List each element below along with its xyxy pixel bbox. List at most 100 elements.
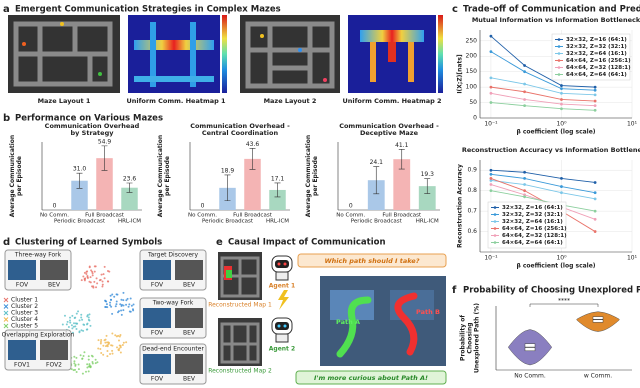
embedding-point	[69, 321, 72, 324]
embedding-point	[116, 293, 119, 296]
embedding-point	[82, 329, 85, 332]
embedding-point	[106, 355, 109, 358]
embedding-point	[125, 341, 128, 344]
embedding-point	[69, 316, 72, 319]
panel-label: c	[452, 4, 458, 15]
value-label: 0	[201, 203, 205, 210]
legend-label: 32×32, Z=16 (64:1)	[502, 205, 563, 211]
series-point	[523, 177, 526, 180]
x-tick-label: HRL-ICM	[266, 219, 289, 225]
series-point	[489, 189, 493, 193]
legend-label: 64×64, Z=16 (256:1)	[502, 226, 567, 232]
embedding-point	[106, 270, 109, 273]
series-point	[593, 99, 597, 103]
view-label: BEV	[183, 330, 196, 337]
legend-label: Cluster 1	[11, 297, 38, 304]
embedding-point	[118, 335, 121, 338]
embedding-point	[121, 344, 124, 347]
x-tick-label: Full Broadcast	[382, 213, 422, 219]
panel-title: Performance on Various Mazes	[15, 114, 163, 124]
embedding-point	[80, 313, 83, 316]
embedding-point	[75, 328, 78, 331]
embedding-point	[74, 325, 77, 328]
chart-title: Central Coordination	[202, 129, 279, 137]
legend-label: 64×64, Z=64 (64:1)	[566, 72, 627, 78]
snapshot-title: Two-way Fork	[152, 300, 194, 307]
embedding-point	[103, 277, 106, 280]
question-text: Which path should I take?	[325, 257, 420, 265]
panel-title: Clustering of Learned Symbols	[15, 238, 162, 248]
legend-box	[551, 33, 631, 81]
embedding-point	[110, 305, 113, 308]
value-label: 19.3	[421, 171, 435, 178]
embedding-point	[88, 363, 91, 366]
y-axis-label: Average Communication	[157, 135, 164, 217]
embedding-point	[81, 372, 84, 375]
y-tick-label: 100	[466, 84, 478, 91]
chart-title: Probability of Choosing Unexplored Path	[463, 286, 640, 296]
snapshot-title: Dead-end Encounter	[142, 346, 204, 353]
embedding-point	[86, 366, 89, 369]
series-point	[593, 230, 597, 233]
embedding-point	[119, 333, 122, 336]
embedding-point	[68, 319, 71, 322]
series-point	[489, 76, 493, 80]
embedding-point	[115, 303, 118, 306]
path-label: Path B	[416, 308, 440, 316]
answer-text: I'm more curious about Path A!	[314, 374, 428, 382]
embedding-point	[114, 334, 117, 337]
series-line	[490, 86, 596, 102]
embedding-point	[109, 294, 112, 297]
snapshot-view	[8, 340, 36, 360]
y-tick-label: 250	[466, 37, 478, 44]
embedding-point	[89, 281, 92, 284]
embedding-point	[119, 303, 122, 306]
x-tick-label: No Comm.	[514, 373, 546, 380]
embedding-point	[87, 316, 90, 319]
embedding-point	[98, 279, 101, 282]
embedding-point	[111, 344, 114, 347]
embedding-point	[109, 304, 112, 307]
y-axis-label: Reconstruction Accuracy	[457, 164, 464, 248]
series-point	[593, 104, 597, 108]
embedding-point	[89, 365, 92, 368]
embedding-point	[122, 291, 125, 294]
series-point	[523, 104, 526, 108]
embedding-point	[129, 297, 132, 300]
error-bar	[373, 166, 380, 195]
embedding-point	[102, 353, 105, 356]
error-bar	[224, 174, 231, 202]
embedding-point	[83, 323, 86, 326]
error-bar	[76, 172, 83, 189]
series-point	[489, 177, 493, 180]
panel-label: f	[452, 285, 457, 296]
y-axis-label: per Episode	[16, 156, 23, 196]
embedding-point	[111, 293, 114, 296]
embedding-point	[86, 363, 89, 366]
embedding-point	[80, 279, 83, 282]
legend-swatch	[557, 52, 561, 55]
agent-label: Agent 2	[269, 346, 295, 353]
view-label: BEV	[48, 282, 61, 289]
series-point	[489, 50, 493, 54]
embedding-point	[87, 355, 90, 358]
y-tick-label: 150	[466, 68, 478, 75]
embedding-point	[71, 327, 74, 330]
legend-swatch	[493, 220, 497, 223]
embedding-point	[92, 286, 95, 289]
embedding-point	[120, 309, 123, 312]
legend-swatch	[557, 66, 561, 69]
embedding-point	[125, 303, 128, 306]
legend-label: Cluster 5	[11, 323, 38, 330]
embedding-point	[129, 310, 132, 313]
legend-swatch	[557, 73, 561, 76]
embedding-point	[86, 276, 89, 279]
embedding-point	[106, 341, 109, 344]
embedding-point	[75, 356, 78, 359]
embedding-point	[89, 276, 92, 279]
legend-label: 32×32, Z=64 (16:1)	[502, 219, 563, 225]
view-label: FOV	[151, 282, 164, 289]
bar	[71, 180, 88, 210]
